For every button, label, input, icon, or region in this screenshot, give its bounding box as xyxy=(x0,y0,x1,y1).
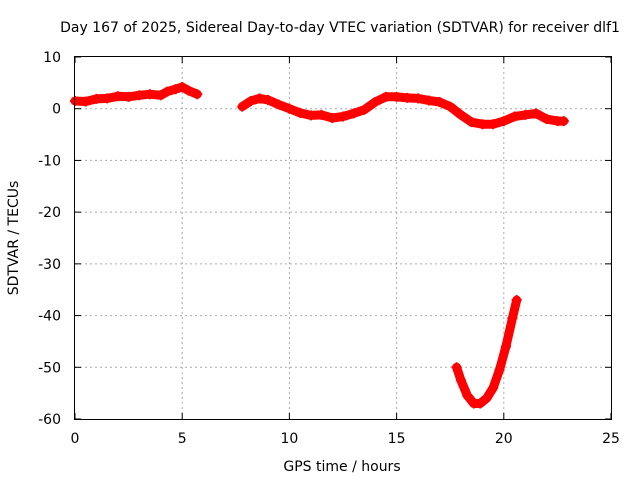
data-point xyxy=(475,398,486,409)
series-segment-2 xyxy=(237,91,569,130)
y-tick-label: -10 xyxy=(38,153,61,169)
data-point xyxy=(466,117,477,128)
data-point xyxy=(273,99,284,110)
data-point xyxy=(558,116,569,127)
data-point xyxy=(451,362,462,373)
data-point xyxy=(509,111,520,122)
x-tick-label: 5 xyxy=(178,431,187,447)
data-point xyxy=(455,375,466,386)
y-tick-label: -60 xyxy=(38,412,61,428)
x-tick-label: 15 xyxy=(388,431,406,447)
data-point xyxy=(338,111,348,122)
data-point xyxy=(462,390,473,401)
x-axis-title: GPS time / hours xyxy=(283,459,400,475)
data-point xyxy=(80,96,91,107)
data-point xyxy=(494,364,505,375)
data-point xyxy=(500,341,511,352)
plot-border xyxy=(74,56,612,420)
data-point xyxy=(423,95,434,106)
data-point xyxy=(102,93,113,104)
data-point xyxy=(455,109,466,120)
data-point xyxy=(498,116,509,127)
data-point xyxy=(507,313,518,324)
y-tick-label: -40 xyxy=(38,309,61,325)
data-point xyxy=(112,91,123,102)
data-point xyxy=(170,84,181,95)
data-point xyxy=(192,89,203,100)
data-point xyxy=(262,94,273,105)
chart-title: Day 167 of 2025, Sidereal Day-to-day VTE… xyxy=(60,20,620,36)
y-tick-label: -30 xyxy=(38,257,61,273)
data-point xyxy=(348,108,359,119)
data-point xyxy=(391,91,402,102)
data-point xyxy=(295,107,306,118)
data-point xyxy=(541,114,552,125)
data-point xyxy=(481,393,492,404)
data-point xyxy=(145,89,156,100)
data-point xyxy=(445,101,456,112)
data-point xyxy=(183,85,194,96)
data-point xyxy=(434,96,445,107)
data-point xyxy=(413,93,424,104)
data-point xyxy=(316,109,327,120)
series-trace xyxy=(237,92,569,129)
data-series xyxy=(70,81,569,409)
x-tick-label: 10 xyxy=(280,431,298,447)
y-axis-title: SDTVAR / TECUs xyxy=(6,181,22,296)
data-point xyxy=(477,119,488,130)
data-point xyxy=(177,81,188,92)
data-point xyxy=(488,119,499,130)
data-point xyxy=(327,113,338,124)
series-segment-3 xyxy=(451,295,522,409)
data-point xyxy=(254,93,265,104)
x-tick-label: 20 xyxy=(495,431,513,447)
data-point xyxy=(123,91,134,102)
data-point xyxy=(237,101,248,112)
x-tick-label: 25 xyxy=(602,431,620,447)
data-point xyxy=(488,382,499,393)
y-tick-label: -50 xyxy=(38,360,61,376)
data-point xyxy=(134,90,145,101)
data-point xyxy=(511,295,522,306)
data-point xyxy=(520,109,531,120)
data-point xyxy=(370,96,381,107)
y-tick-label: 0 xyxy=(52,102,61,118)
y-tick-label: 10 xyxy=(43,50,61,66)
x-tick-label: 0 xyxy=(71,431,80,447)
data-point xyxy=(402,92,413,103)
data-point xyxy=(359,104,370,115)
data-point xyxy=(380,91,391,102)
data-point xyxy=(284,103,295,114)
data-point xyxy=(155,90,166,101)
data-point xyxy=(162,86,173,97)
data-point xyxy=(530,108,541,119)
data-point xyxy=(305,110,316,121)
axis-ticks: 0 5 10 15 20 25 10 0 -10 -20 -30 -40 -50 -60 xyxy=(38,50,620,447)
data-point xyxy=(91,93,102,104)
y-tick-label: -20 xyxy=(38,205,61,221)
data-point xyxy=(245,95,256,106)
series-segment-1 xyxy=(70,81,203,107)
